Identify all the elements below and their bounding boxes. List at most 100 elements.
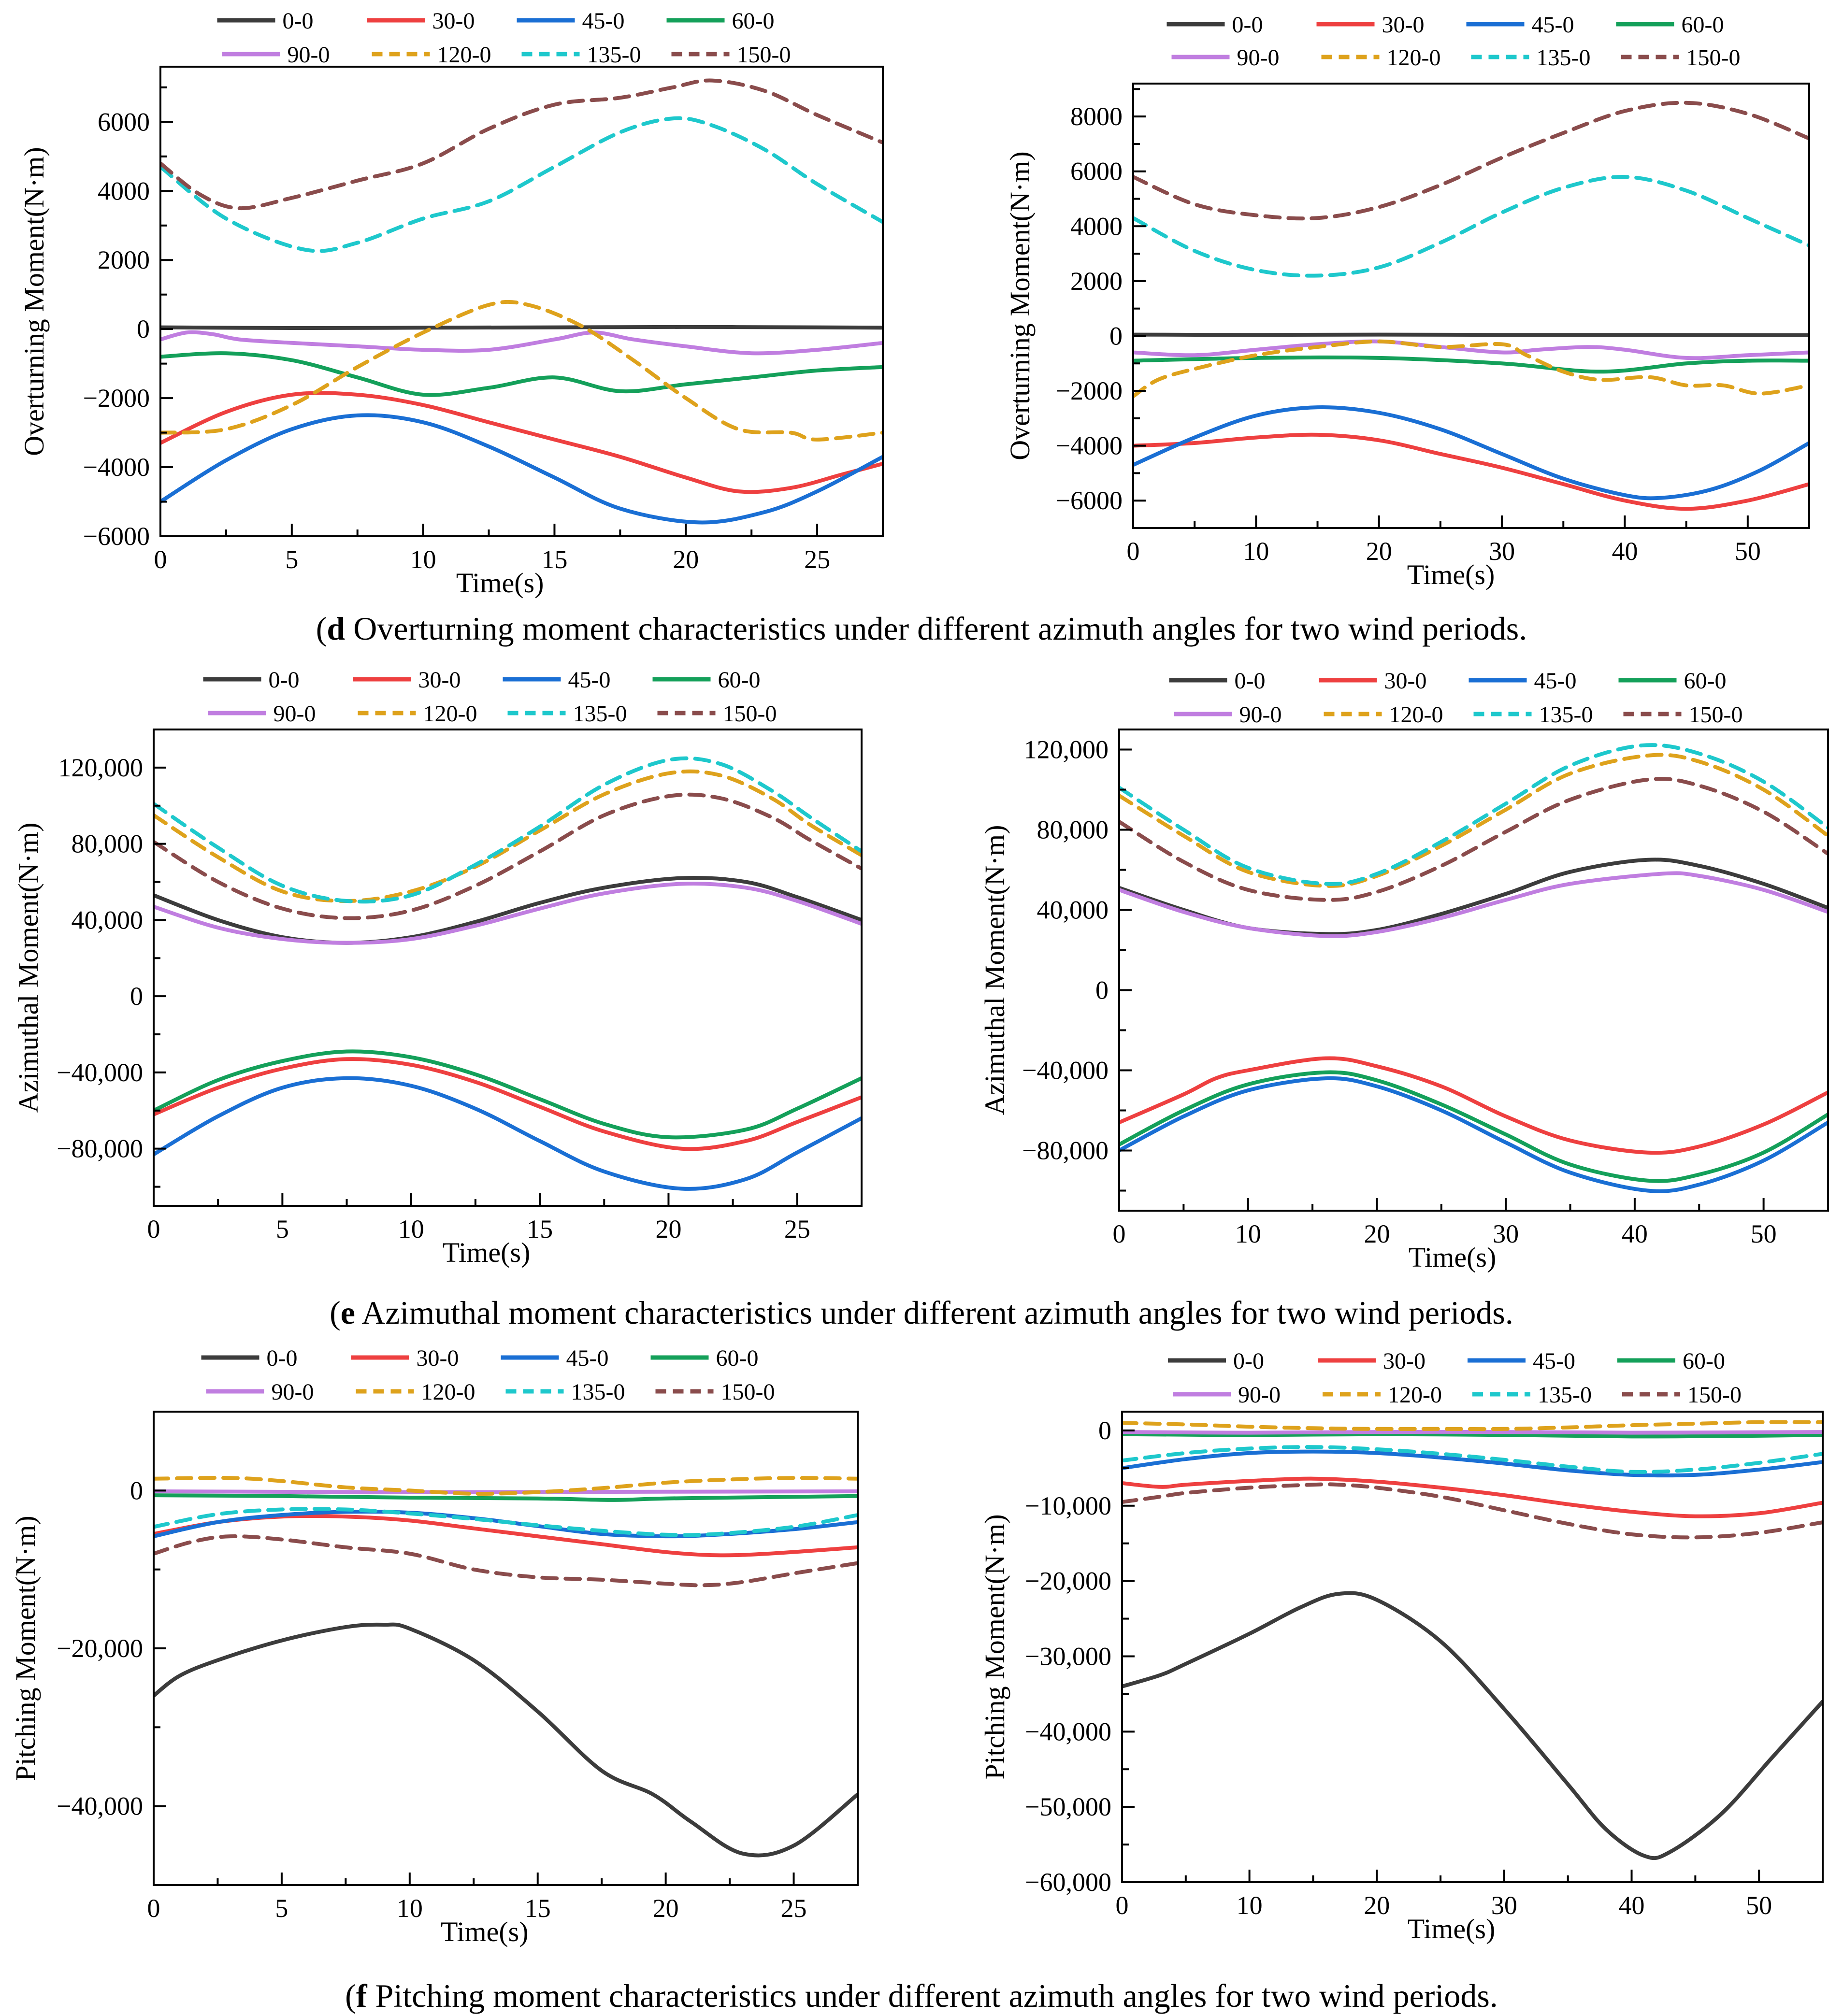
legend-label-120-0: 120-0 — [1388, 1382, 1442, 1408]
legend-label-0-0: 0-0 — [269, 667, 300, 693]
y-tick-label: −2000 — [1056, 376, 1123, 405]
plot-frame — [153, 729, 863, 1207]
caption-d-text: Overturning moment characteristics under… — [345, 610, 1527, 647]
y-tick-label: 0 — [1095, 976, 1109, 1005]
y-axis-label: Azimuthal Moment(N·m) — [13, 823, 44, 1113]
legend-label-150-0: 150-0 — [723, 701, 777, 727]
series-line-135-0 — [1133, 175, 1809, 278]
series-line-150-0 — [160, 78, 883, 211]
x-tick-label: 40 — [1619, 1891, 1645, 1920]
series-line-120-0 — [154, 769, 862, 903]
x-tick-label: 20 — [673, 545, 699, 574]
series-line-0-0 — [1122, 1591, 1823, 1860]
series-line-150-0 — [154, 1534, 858, 1587]
x-tick-label: 25 — [784, 1215, 810, 1244]
plot-frame — [1132, 83, 1810, 529]
x-tick-label: 10 — [1235, 1219, 1261, 1248]
x-tick-label: 50 — [1735, 537, 1761, 566]
x-tick-label: 5 — [275, 1894, 288, 1923]
legend-label-135-0: 135-0 — [1539, 702, 1593, 728]
chart-e-left: 0 5 10 15 20 25 −80,000 −40,000 0 40,000 80,000 120… — [13, 729, 863, 1268]
y-axis-label: Overturning Moment(N·m) — [1004, 151, 1036, 460]
series-line-45-0 — [160, 413, 883, 525]
legend-label-45-0: 45-0 — [1533, 1348, 1575, 1374]
series-line-0-0 — [160, 325, 883, 330]
caption-d: (d Overturning moment characteristics un… — [316, 610, 1527, 647]
caption-e-text: Azimuthal moment characteristics under d… — [355, 1294, 1513, 1331]
y-tick-label: 80,000 — [72, 829, 144, 858]
legend-label-0-0: 0-0 — [1235, 668, 1266, 694]
legend-label-135-0: 135-0 — [1538, 1382, 1592, 1408]
x-tick-label: 25 — [781, 1894, 807, 1923]
legend-label-0-0: 0-0 — [267, 1345, 298, 1371]
y-tick-label: −20,000 — [57, 1634, 143, 1663]
legend-label-90-0: 90-0 — [1239, 702, 1282, 728]
x-tick-label: 10 — [397, 1894, 423, 1923]
series-line-90-0 — [1133, 339, 1809, 360]
legend-label-135-0: 135-0 — [1537, 45, 1591, 71]
series-group-d-right — [1133, 100, 1809, 511]
legend-label-120-0: 120-0 — [1387, 45, 1441, 71]
legend-label-60-0: 60-0 — [1684, 668, 1727, 694]
series-line-120-0 — [1119, 753, 1828, 888]
y-tick-label: −20,000 — [1025, 1567, 1111, 1596]
series-group-e-right — [1119, 743, 1828, 1193]
x-axis-label: Time(s) — [1408, 1913, 1496, 1945]
legend-d-left: 0-0 30-0 45-0 60-0 90-0 120-0 135-0 150-0 — [217, 8, 791, 68]
series-group-f-left — [154, 1476, 858, 1858]
y-tick-label: 40,000 — [1037, 896, 1109, 925]
legend-label-45-0: 45-0 — [568, 667, 611, 693]
y-tick-label: 0 — [137, 315, 150, 343]
x-tick-label: 0 — [154, 545, 167, 574]
y-tick-label: −40,000 — [57, 1058, 143, 1087]
legend-label-45-0: 45-0 — [566, 1345, 609, 1371]
x-tick-label: 30 — [1491, 1891, 1517, 1920]
series-line-45-0 — [1133, 405, 1809, 500]
chart-e-right: 0 10 20 30 40 50 −80,000 −40,000 0 40,000 80,000 12… — [979, 729, 1829, 1273]
y-tick-label: 0 — [130, 1476, 143, 1505]
y-axis-label: Azimuthal Moment(N·m) — [979, 825, 1010, 1115]
legend-label-30-0: 30-0 — [418, 667, 461, 693]
series-line-30-0 — [1122, 1476, 1823, 1518]
x-tick-label: 5 — [285, 545, 298, 574]
legend-label-45-0: 45-0 — [1534, 668, 1577, 694]
x-tick-label: 30 — [1489, 537, 1515, 566]
x-tick-label: 20 — [653, 1894, 679, 1923]
legend-label-90-0: 90-0 — [1238, 1382, 1281, 1408]
legend-label-135-0: 135-0 — [573, 701, 627, 727]
y-tick-label: −80,000 — [57, 1134, 143, 1163]
caption-e: (e Azimuthal moment characteristics unde… — [330, 1294, 1513, 1331]
caption-f: (f Pitching moment characteristics under… — [345, 1977, 1498, 2014]
y-tick-label: 6000 — [98, 107, 150, 136]
y-tick-label: 80,000 — [1037, 815, 1109, 844]
x-tick-label: 10 — [398, 1215, 424, 1244]
legend-label-150-0: 150-0 — [1689, 702, 1743, 728]
x-tick-label: 20 — [1364, 1219, 1390, 1248]
series-line-60-0 — [1122, 1432, 1823, 1439]
series-line-150-0 — [1133, 100, 1809, 221]
series-line-150-0 — [1119, 777, 1828, 902]
legend-label-60-0: 60-0 — [732, 8, 775, 34]
series-line-135-0 — [154, 1507, 858, 1537]
x-tick-label: 15 — [525, 1894, 551, 1923]
caption-f-letter: f — [356, 1977, 367, 2014]
y-tick-label: −60,000 — [1025, 1868, 1111, 1897]
series-line-135-0 — [160, 116, 883, 253]
x-tick-label: 0 — [1116, 1891, 1129, 1920]
series-line-45-0 — [1119, 1076, 1828, 1193]
legend-label-45-0: 45-0 — [582, 8, 625, 34]
plot-frame — [159, 66, 884, 537]
legend-label-150-0: 150-0 — [737, 42, 791, 68]
x-axis-label: Time(s) — [456, 567, 544, 599]
legend-label-90-0: 90-0 — [274, 701, 316, 727]
legend-label-135-0: 135-0 — [587, 42, 641, 68]
y-tick-label: 4000 — [1070, 212, 1123, 241]
x-tick-label: 40 — [1612, 537, 1638, 566]
x-tick-label: 10 — [1243, 537, 1269, 566]
legend-label-0-0: 0-0 — [1232, 12, 1263, 38]
y-tick-label: −10,000 — [1025, 1491, 1111, 1520]
series-line-135-0 — [1119, 743, 1828, 886]
y-tick-label: −2000 — [83, 384, 150, 413]
legend-label-0-0: 0-0 — [283, 8, 314, 34]
legend-label-60-0: 60-0 — [1682, 12, 1724, 38]
